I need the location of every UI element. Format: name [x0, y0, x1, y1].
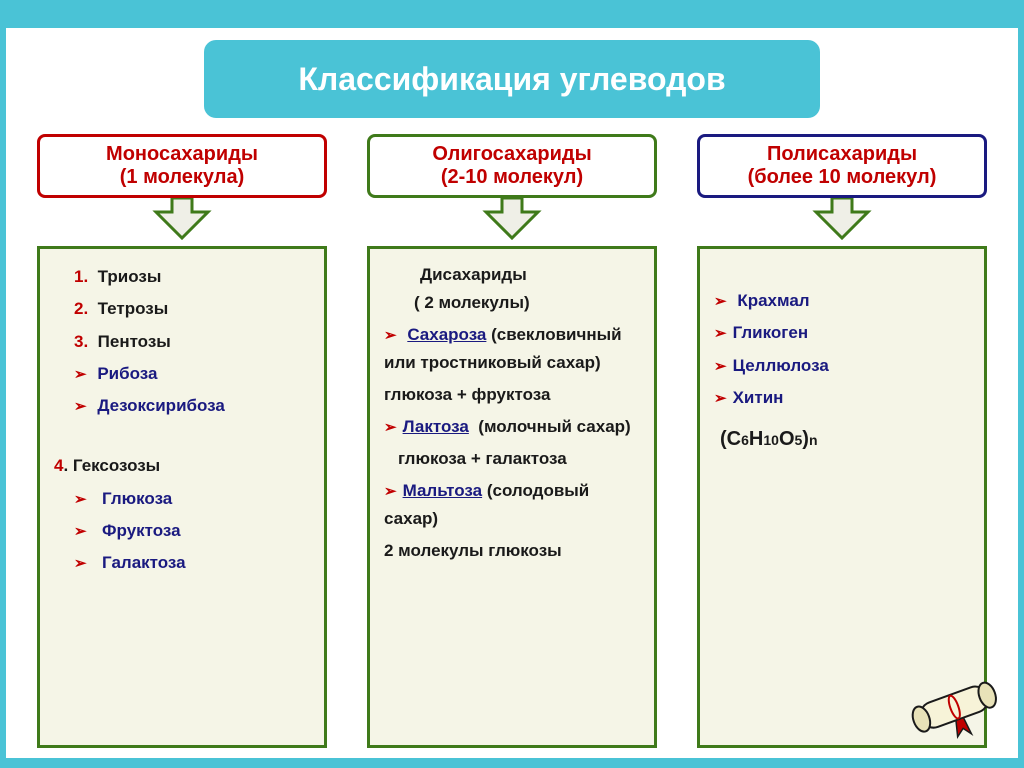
oligo-s2-desc: (молочный сахар)	[478, 417, 630, 436]
category-mono-box: Моносахариды (1 молекула)	[37, 134, 327, 198]
poly-1: Крахмал	[737, 291, 809, 310]
mono-num-2: 2.	[74, 299, 88, 318]
bullet-icon: ➢	[74, 366, 87, 383]
bullet-icon: ➢	[74, 491, 87, 508]
category-oligo-title1: Олигосахариды	[380, 143, 644, 166]
arrow-oligo	[480, 196, 544, 240]
mono-num-1: 1.	[74, 267, 88, 286]
category-poly-title2: (более 10 молекул)	[710, 166, 974, 189]
oligo-s2: Лактоза	[403, 417, 469, 436]
mono-item-1: Триозы	[98, 267, 162, 286]
category-oligo-title2: (2-10 молекул)	[380, 166, 644, 189]
bullet-icon: ➢	[384, 483, 397, 500]
bullet-icon: ➢	[714, 293, 727, 310]
page-title: Классификация углеводов	[202, 38, 822, 120]
content-oligo: Дисахариды ( 2 молекулы) ➢ Сахароза (све…	[367, 246, 657, 748]
oligo-s1: Сахароза	[407, 325, 486, 344]
poly-3: Целлюлоза	[733, 356, 829, 375]
arrow-mono	[150, 196, 214, 240]
mono-num-3: 3.	[74, 332, 88, 351]
bullet-icon: ➢	[384, 327, 397, 344]
category-mono-title2: (1 молекула)	[50, 166, 314, 189]
bullet-icon: ➢	[74, 523, 87, 540]
arrow-down-icon	[150, 196, 214, 240]
arrow-poly	[810, 196, 874, 240]
mono-bullet-3: Глюкоза	[102, 489, 172, 508]
mono-item-3: Пентозы	[98, 332, 171, 351]
bullet-icon: ➢	[714, 358, 727, 375]
oligo-header-1: Дисахариды	[420, 261, 640, 289]
bullet-icon: ➢	[384, 419, 397, 436]
category-poly-box: Полисахариды (более 10 молекул)	[697, 134, 987, 198]
page-title-text: Классификация углеводов	[298, 61, 725, 98]
bullet-icon: ➢	[714, 390, 727, 407]
arrow-down-icon	[480, 196, 544, 240]
columns-container: Моносахариды (1 молекула) 1. Триозы 2. Т…	[36, 134, 988, 748]
mono-bullet-4: Фруктоза	[102, 521, 181, 540]
category-mono-title1: Моносахариды	[50, 143, 314, 166]
mono-bullet-5: Галактоза	[102, 553, 186, 572]
poly-2: Гликоген	[733, 323, 809, 342]
oligo-s3: Мальтоза	[403, 481, 483, 500]
category-poly-title1: Полисахариды	[710, 143, 974, 166]
mono-bullet-1: Рибоза	[97, 364, 157, 383]
mono-bullet-2: Дезоксирибоза	[97, 396, 225, 415]
oligo-header-2: ( 2 молекулы)	[414, 289, 640, 317]
poly-formula: (С6Н10О5)n	[720, 420, 970, 458]
oligo-s2-comp: глюкоза + галактоза	[398, 445, 640, 473]
bullet-icon: ➢	[714, 325, 727, 342]
oligo-s1-comp: глюкоза + фруктоза	[384, 381, 640, 409]
bullet-icon: ➢	[74, 398, 87, 415]
content-mono: 1. Триозы 2. Тетрозы 3. Пентозы ➢ Рибоза…	[37, 246, 327, 748]
category-oligo-box: Олигосахариды (2-10 молекул)	[367, 134, 657, 198]
column-mono: Моносахариды (1 молекула) 1. Триозы 2. Т…	[36, 134, 328, 748]
column-oligo: Олигосахариды (2-10 молекул) Дисахариды …	[366, 134, 658, 748]
column-poly: Полисахариды (более 10 молекул) ➢ Крахма…	[696, 134, 988, 748]
arrow-down-icon	[810, 196, 874, 240]
bullet-icon: ➢	[74, 555, 87, 572]
oligo-s3-comp: 2 молекулы глюкозы	[384, 537, 640, 565]
poly-4: Хитин	[733, 388, 784, 407]
scroll-icon	[900, 664, 1010, 754]
mono-item-2: Тетрозы	[98, 299, 169, 318]
